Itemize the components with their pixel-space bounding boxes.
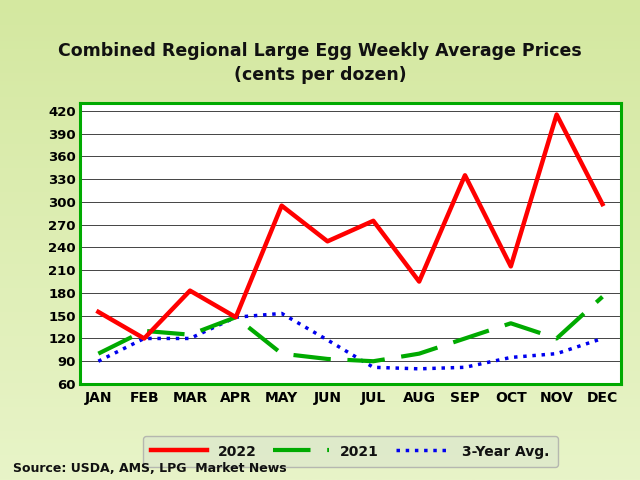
Text: Source: USDA, AMS, LPG  Market News: Source: USDA, AMS, LPG Market News (13, 462, 287, 475)
Legend: 2022, 2021, 3-Year Avg.: 2022, 2021, 3-Year Avg. (143, 436, 558, 467)
Text: Combined Regional Large Egg Weekly Average Prices
(cents per dozen): Combined Regional Large Egg Weekly Avera… (58, 42, 582, 84)
